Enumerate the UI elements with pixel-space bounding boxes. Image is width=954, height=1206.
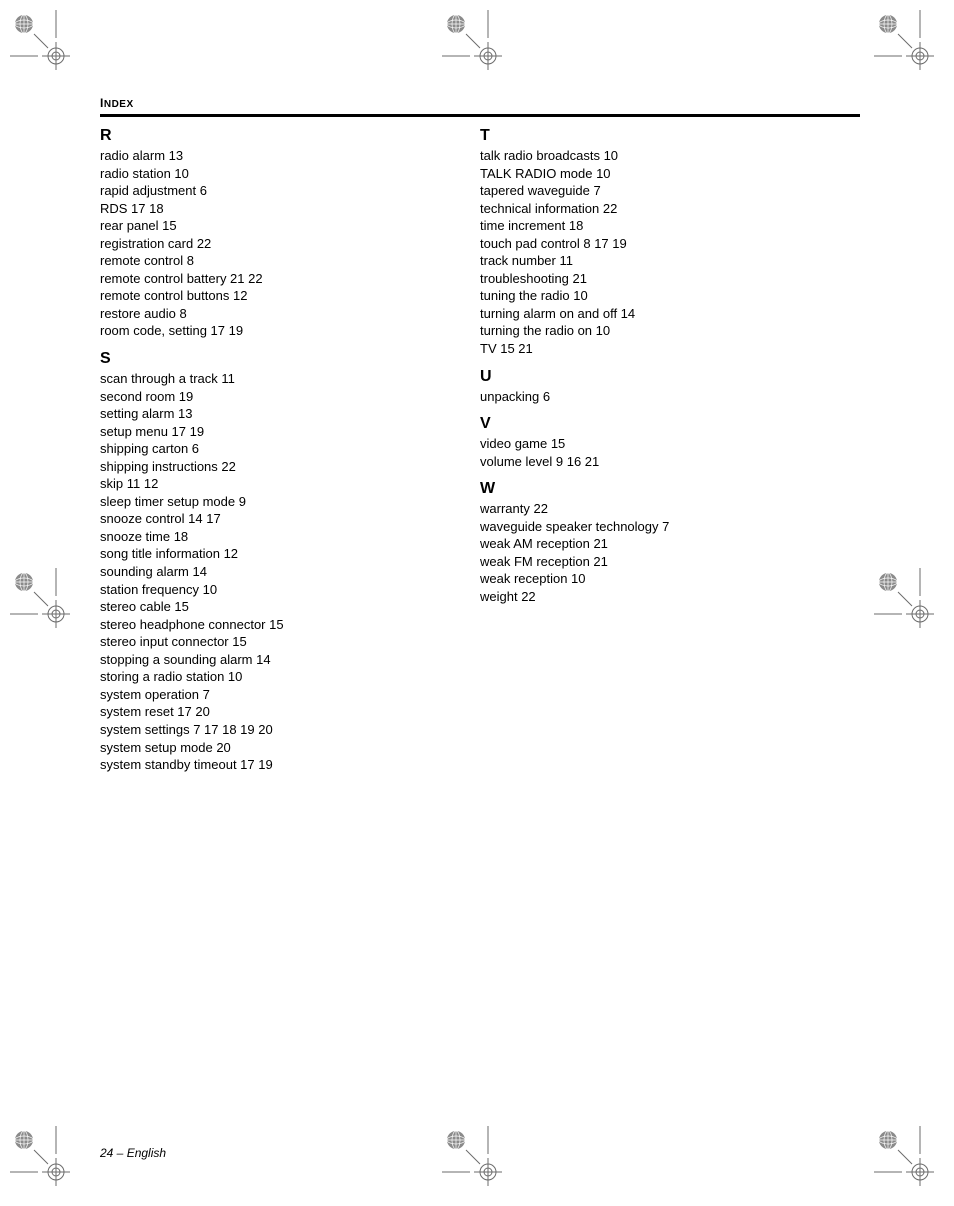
- index-entry: second room 19: [100, 388, 480, 406]
- regmark-top-mid: [442, 10, 512, 80]
- index-entry: warranty 22: [480, 500, 860, 518]
- index-entry: system standby timeout 17 19: [100, 756, 480, 774]
- index-entry: snooze control 14 17: [100, 510, 480, 528]
- header-rule: [100, 114, 860, 117]
- index-entry: TALK RADIO mode 10: [480, 165, 860, 183]
- index-entry: stereo input connector 15: [100, 633, 480, 651]
- index-entry: weak AM reception 21: [480, 535, 860, 553]
- page-footer: 24 – English: [100, 1146, 166, 1160]
- index-entry: shipping instructions 22: [100, 458, 480, 476]
- regmark-mid-right: [874, 568, 944, 638]
- index-entry: shipping carton 6: [100, 440, 480, 458]
- section-letter: V: [480, 415, 860, 433]
- index-entry: restore audio 8: [100, 305, 480, 323]
- section-letter: T: [480, 127, 860, 145]
- index-header: INDEX: [100, 96, 860, 110]
- index-entry: rapid adjustment 6: [100, 182, 480, 200]
- index-section-W: Wwarranty 22waveguide speaker technology…: [480, 480, 860, 605]
- index-entry: skip 11 12: [100, 475, 480, 493]
- index-entry: stereo cable 15: [100, 598, 480, 616]
- index-entry: remote control battery 21 22: [100, 270, 480, 288]
- regmark-bot-left: [10, 1126, 80, 1196]
- index-entry: remote control buttons 12: [100, 287, 480, 305]
- index-section-U: Uunpacking 6: [480, 368, 860, 406]
- index-entry: weight 22: [480, 588, 860, 606]
- index-entry: rear panel 15: [100, 217, 480, 235]
- index-entry: track number 11: [480, 252, 860, 270]
- index-entry: TV 15 21: [480, 340, 860, 358]
- regmark-bot-mid: [442, 1126, 512, 1196]
- index-entry: stopping a sounding alarm 14: [100, 651, 480, 669]
- index-entry: setup menu 17 19: [100, 423, 480, 441]
- index-column-right: Ttalk radio broadcasts 10TALK RADIO mode…: [480, 127, 860, 784]
- index-entry: weak FM reception 21: [480, 553, 860, 571]
- regmark-top-left: [10, 10, 80, 80]
- index-entry: system setup mode 20: [100, 739, 480, 757]
- index-entry: video game 15: [480, 435, 860, 453]
- index-entry: tuning the radio 10: [480, 287, 860, 305]
- index-entry: sleep timer setup mode 9: [100, 493, 480, 511]
- index-entry: RDS 17 18: [100, 200, 480, 218]
- index-entry: station frequency 10: [100, 581, 480, 599]
- index-header-rest: NDEX: [104, 99, 134, 110]
- index-entry: turning alarm on and off 14: [480, 305, 860, 323]
- section-letter: R: [100, 127, 480, 145]
- regmark-bot-right: [874, 1126, 944, 1196]
- index-entry: remote control 8: [100, 252, 480, 270]
- page-content: INDEX Rradio alarm 13radio station 10rap…: [100, 96, 860, 784]
- index-entry: time increment 18: [480, 217, 860, 235]
- index-entry: stereo headphone connector 15: [100, 616, 480, 634]
- index-entry: technical information 22: [480, 200, 860, 218]
- index-section-R: Rradio alarm 13radio station 10rapid adj…: [100, 127, 480, 340]
- index-entry: unpacking 6: [480, 388, 860, 406]
- index-entry: turning the radio on 10: [480, 322, 860, 340]
- regmark-top-right: [874, 10, 944, 80]
- index-entry: registration card 22: [100, 235, 480, 253]
- index-entry: radio station 10: [100, 165, 480, 183]
- regmark-mid-left: [10, 568, 80, 638]
- index-entry: touch pad control 8 17 19: [480, 235, 860, 253]
- index-entry: song title information 12: [100, 545, 480, 563]
- index-entry: system operation 7: [100, 686, 480, 704]
- footer-text: 24 – English: [100, 1146, 166, 1160]
- index-entry: setting alarm 13: [100, 405, 480, 423]
- index-entry: tapered waveguide 7: [480, 182, 860, 200]
- index-entry: weak reception 10: [480, 570, 860, 588]
- index-entry: snooze time 18: [100, 528, 480, 546]
- index-entry: radio alarm 13: [100, 147, 480, 165]
- index-column-left: Rradio alarm 13radio station 10rapid adj…: [100, 127, 480, 784]
- section-letter: W: [480, 480, 860, 498]
- index-section-T: Ttalk radio broadcasts 10TALK RADIO mode…: [480, 127, 860, 358]
- section-letter: U: [480, 368, 860, 386]
- index-entry: sounding alarm 14: [100, 563, 480, 581]
- index-entry: volume level 9 16 21: [480, 453, 860, 471]
- index-section-V: Vvideo game 15volume level 9 16 21: [480, 415, 860, 470]
- index-entry: storing a radio station 10: [100, 668, 480, 686]
- section-letter: S: [100, 350, 480, 368]
- index-entry: talk radio broadcasts 10: [480, 147, 860, 165]
- index-entry: scan through a track 11: [100, 370, 480, 388]
- index-section-S: Sscan through a track 11second room 19se…: [100, 350, 480, 774]
- index-entry: system reset 17 20: [100, 703, 480, 721]
- index-columns: Rradio alarm 13radio station 10rapid adj…: [100, 127, 860, 784]
- index-entry: room code, setting 17 19: [100, 322, 480, 340]
- index-entry: system settings 7 17 18 19 20: [100, 721, 480, 739]
- index-entry: waveguide speaker technology 7: [480, 518, 860, 536]
- index-entry: troubleshooting 21: [480, 270, 860, 288]
